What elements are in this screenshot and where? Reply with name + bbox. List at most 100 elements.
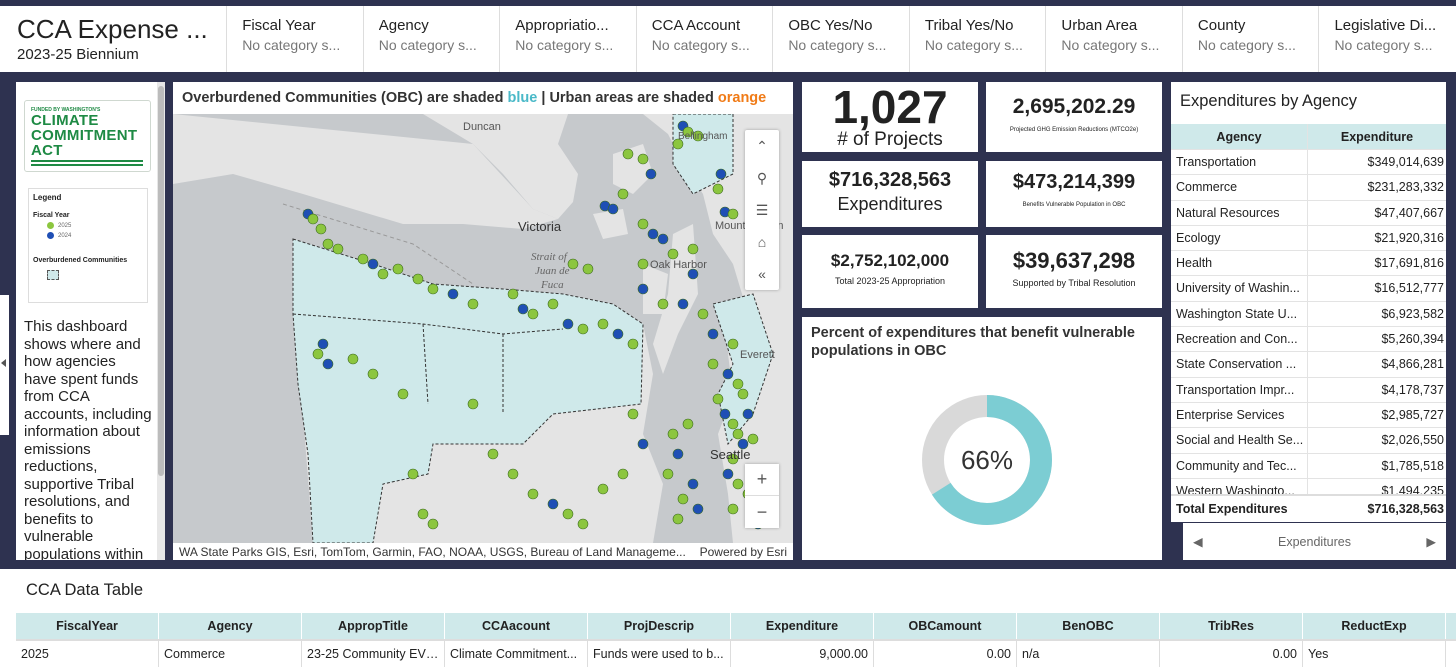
agency-expenditure: $17,691,816 [1374,256,1444,271]
agency-name: Community and Tec... [1171,453,1308,478]
agency-expenditure: $4,178,737 [1381,382,1444,397]
zoom-in-button[interactable]: + [745,464,779,496]
agency-expenditure: $4,866,281 [1381,357,1444,372]
project-dot [392,263,404,275]
dashboard-title: CCA Expense ... [17,14,208,44]
table-row[interactable]: Washington State U... $6,923,582 [1171,301,1446,328]
col-header-fiscalyear[interactable]: FiscalYear [16,613,159,639]
project-dot [507,468,519,480]
search-icon[interactable]: ⚲ [756,169,768,186]
left-scrollbar-thumb[interactable] [158,86,164,476]
table-row[interactable]: Health $17,691,816 [1171,251,1446,277]
col-header-ccaacount[interactable]: CCAacount [445,613,588,639]
total-value: $716,328,563 [1367,502,1444,516]
filter-tribal[interactable]: Tribal Yes/No No category s... [910,6,1047,72]
place-fuca: Fuca [540,279,564,291]
filter-value: No category s... [1334,37,1433,53]
side-panel-toggle[interactable] [0,295,9,435]
agency-expenditure: $5,260,394 [1381,332,1444,347]
filter-fiscal-year[interactable]: Fiscal Year No category s... [227,6,364,72]
project-dot [692,130,704,142]
cell-tribres: 0.00 [1160,641,1303,667]
filter-obc[interactable]: OBC Yes/No No category s... [773,6,910,72]
table-row[interactable]: University of Washin... $16,512,777 [1171,276,1446,302]
map-title-orange: orange [717,90,767,106]
table-row[interactable]: Natural Resources $47,407,667 [1171,200,1446,226]
blue-dot-icon [47,232,54,239]
collapse-left-icon[interactable]: « [758,266,766,282]
filter-legislative-district[interactable]: Legislative Di... No category s... [1319,6,1456,72]
project-dot [722,468,734,480]
col-header-benobc[interactable]: BenOBC [1017,613,1160,639]
project-dot [682,126,694,138]
col-header-approptitle[interactable]: AppropTitle [302,613,445,639]
table-row[interactable]: Enterprise Services $2,985,727 [1171,402,1446,429]
island [593,209,628,239]
table-row[interactable]: Transportation $349,014,639 [1171,150,1446,176]
project-dot [637,218,649,230]
col-header-tribres[interactable]: TribRes [1160,613,1303,639]
filter-cca-account[interactable]: CCA Account No category s... [637,6,774,72]
filter-county[interactable]: County No category s... [1183,6,1320,72]
data-table-title: CCA Data Table [26,581,144,599]
project-dot [427,283,439,295]
agency-expenditure: $1,785,518 [1381,458,1444,473]
project-dot [742,408,754,420]
table-row[interactable]: Transportation Impr... $4,178,737 [1171,377,1446,403]
project-dots [302,120,764,530]
table-row[interactable]: Social and Health Se... $2,026,550 [1171,428,1446,454]
total-label: Total Expenditures [1176,502,1288,516]
next-page-icon[interactable]: ▶ [1426,535,1436,549]
header-bar: CCA Expense ... 2023-25 Biennium Fiscal … [0,6,1456,72]
table-row[interactable]: Community and Tec... $1,785,518 [1171,453,1446,479]
table-row[interactable]: Commerce $231,283,332 [1171,175,1446,201]
prev-page-icon[interactable]: ◀ [1193,535,1203,549]
filter-label: CCA Account [651,17,741,34]
col-agency-header[interactable]: Agency [1171,124,1308,149]
col-header-obcamount[interactable]: OBCamount [874,613,1017,639]
col-header-expenditure[interactable]: Expenditure [731,613,874,639]
place-victoria: Victoria [518,219,562,234]
project-dot [692,503,704,515]
filter-label: Urban Area [1061,17,1138,34]
project-dot [637,438,649,450]
map-title-part: Overburdened Communities (OBC) are shade… [182,90,508,106]
filter-label: Fiscal Year [242,17,316,34]
project-dot [527,308,539,320]
filter-label: County [1197,17,1246,34]
table-row[interactable]: 2025 Commerce 23-25 Community EV ... Climat… [16,639,1456,667]
powered-by-esri[interactable]: Powered by Esri [699,545,787,559]
col-header-projdescrip[interactable]: ProjDescrip [588,613,731,639]
kpi-label: Projected GHG Emission Reductions (MTCO2… [1009,127,1139,133]
filter-agency[interactable]: Agency No category s... [364,6,501,72]
zoom-out-button[interactable]: − [756,501,768,522]
filter-value: No category s... [378,37,477,53]
col-header-reductexp[interactable]: ReductExp [1303,613,1446,639]
table-row[interactable]: State Conservation ... $4,866,281 [1171,352,1446,378]
collapse-up-icon[interactable]: ⌃ [756,137,768,154]
kpi-value: 2,695,202.29 [1012,95,1136,118]
map-canvas[interactable]: Duncan Bellingham Victoria Strait of Jua… [173,114,793,543]
filter-urban-area[interactable]: Urban Area No category s... [1046,6,1183,72]
place-seattle: Seattle [710,447,750,462]
filter-appropriation[interactable]: Appropriatio... No category s... [500,6,637,72]
dashboard-description: This dashboard shows where and how agenc… [24,318,152,560]
cell-fiscalyear: 2025 [16,641,159,667]
agency-rows: Transportation $349,014,639 Commerce $231,2… [1171,150,1446,505]
project-dot [637,258,649,270]
project-dot [607,203,619,215]
place-oak-harbor: Oak Harbor [650,259,707,271]
project-dot [737,388,749,400]
filter-value: No category s... [515,37,614,53]
cca-logo: FUNDED BY WASHINGTON'S CLIMATE COMMITMEN… [24,100,151,172]
project-dot [627,408,639,420]
col-expenditure-header[interactable]: Expenditure [1340,130,1414,144]
project-dot [307,213,319,225]
layer-list-icon[interactable]: ☰ [755,201,769,218]
table-row[interactable]: Recreation and Con... $5,260,394 [1171,327,1446,353]
project-dot [347,353,359,365]
dashboard-subtitle: 2023-25 Biennium [17,46,139,63]
col-header-agency[interactable]: Agency [159,613,302,639]
table-row[interactable]: Ecology $21,920,316 [1171,225,1446,252]
home-icon[interactable]: ⌂ [757,234,767,250]
